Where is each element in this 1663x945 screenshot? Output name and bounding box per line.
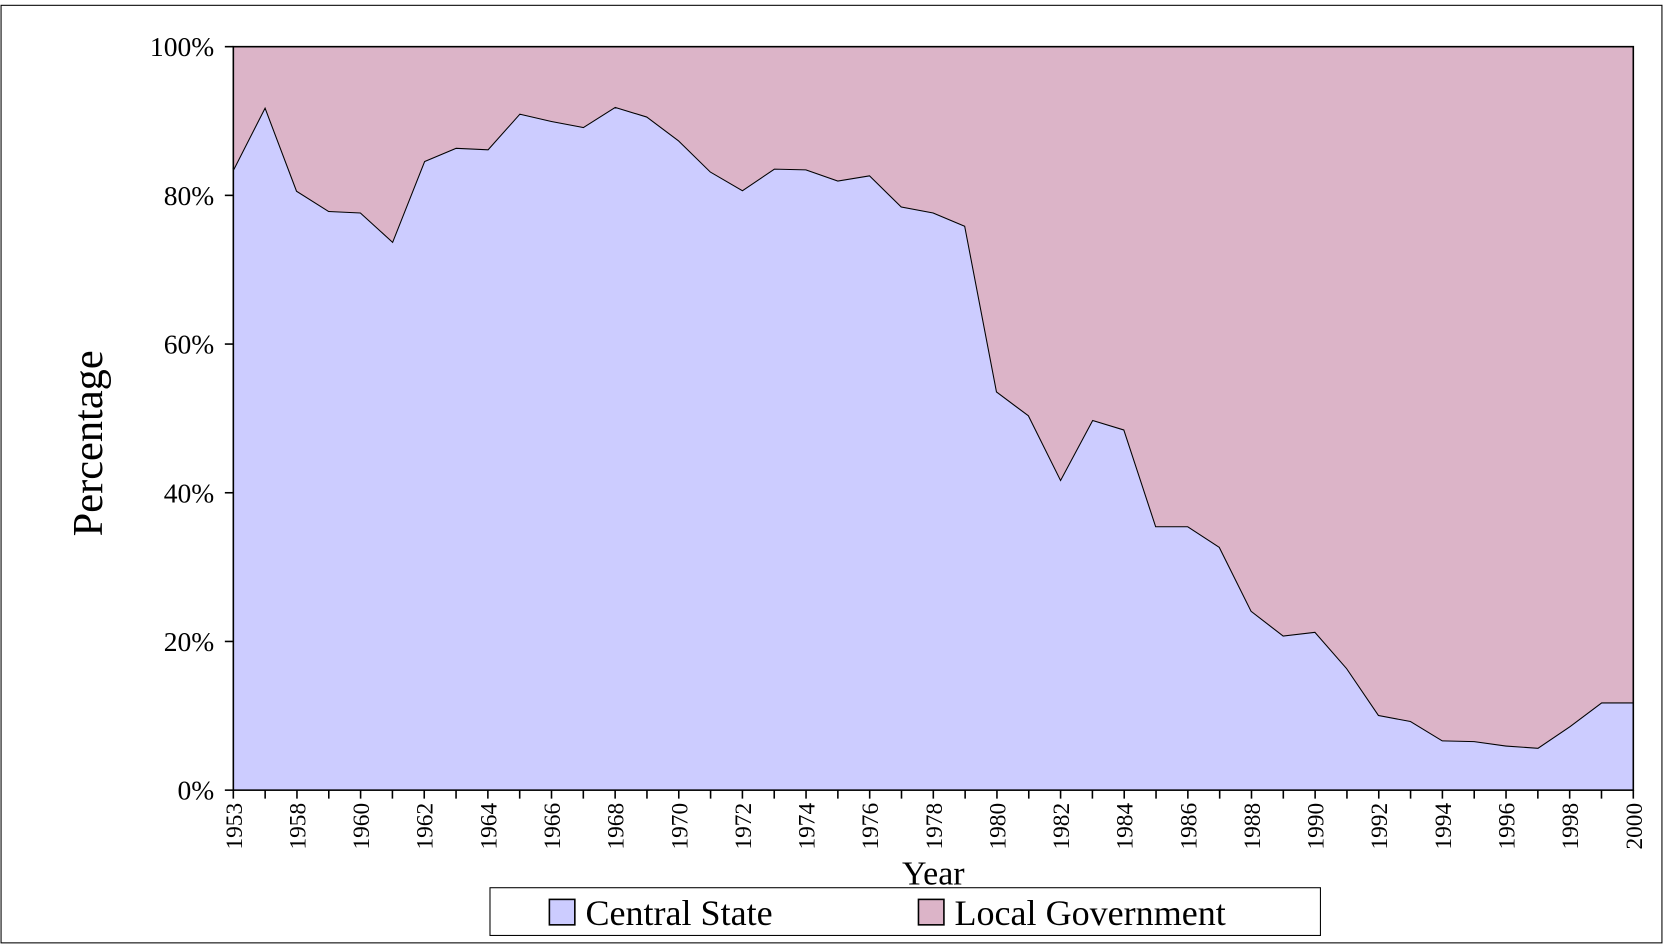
x-tick-label: 1968 <box>604 803 630 850</box>
legend-swatch <box>548 898 576 926</box>
x-axis-label: Year <box>902 856 965 893</box>
legend-label: Central State <box>585 893 772 933</box>
x-tick-label: 1998 <box>1558 803 1584 850</box>
legend-label: Local Government <box>955 893 1226 933</box>
x-tick-label: 1986 <box>1176 803 1202 850</box>
x-tick-label: 1964 <box>476 803 502 850</box>
x-tick-label: 1982 <box>1049 803 1075 850</box>
x-tick-label: 1984 <box>1113 803 1139 850</box>
y-axis-label: Percentage <box>65 350 112 536</box>
x-tick-label: 1958 <box>285 803 311 850</box>
legend <box>489 887 1321 936</box>
y-tick-label: 80% <box>164 180 215 211</box>
y-tick-label: 60% <box>164 329 215 360</box>
y-tick-label: 40% <box>164 477 215 508</box>
x-tick-label: 1953 <box>222 803 248 850</box>
x-tick-label: 1962 <box>413 803 439 850</box>
x-tick-label: 1960 <box>349 803 375 850</box>
x-tick-label: 1996 <box>1495 803 1521 850</box>
x-tick-label: 2000 <box>1622 803 1648 850</box>
x-tick-label: 1990 <box>1304 803 1330 850</box>
area <box>233 106 1634 791</box>
y-tick-label: 20% <box>164 626 215 657</box>
x-tick-label: 1974 <box>795 803 821 850</box>
x-tick-label: 1992 <box>1367 803 1393 850</box>
x-tick-label: 1994 <box>1431 803 1457 850</box>
x-tick-label: 1988 <box>1240 803 1266 850</box>
x-tick-label: 1970 <box>667 803 693 850</box>
y-tick-label: 100% <box>150 31 214 62</box>
x-tick-label: 1972 <box>731 803 757 850</box>
legend-swatch <box>917 898 945 926</box>
x-tick-label: 1978 <box>922 803 948 850</box>
x-tick-label: 1980 <box>985 803 1011 850</box>
x-tick-label: 1966 <box>540 803 566 850</box>
area <box>233 46 1634 748</box>
x-tick-label: 1976 <box>858 803 884 850</box>
y-tick-label: 0% <box>177 775 214 806</box>
